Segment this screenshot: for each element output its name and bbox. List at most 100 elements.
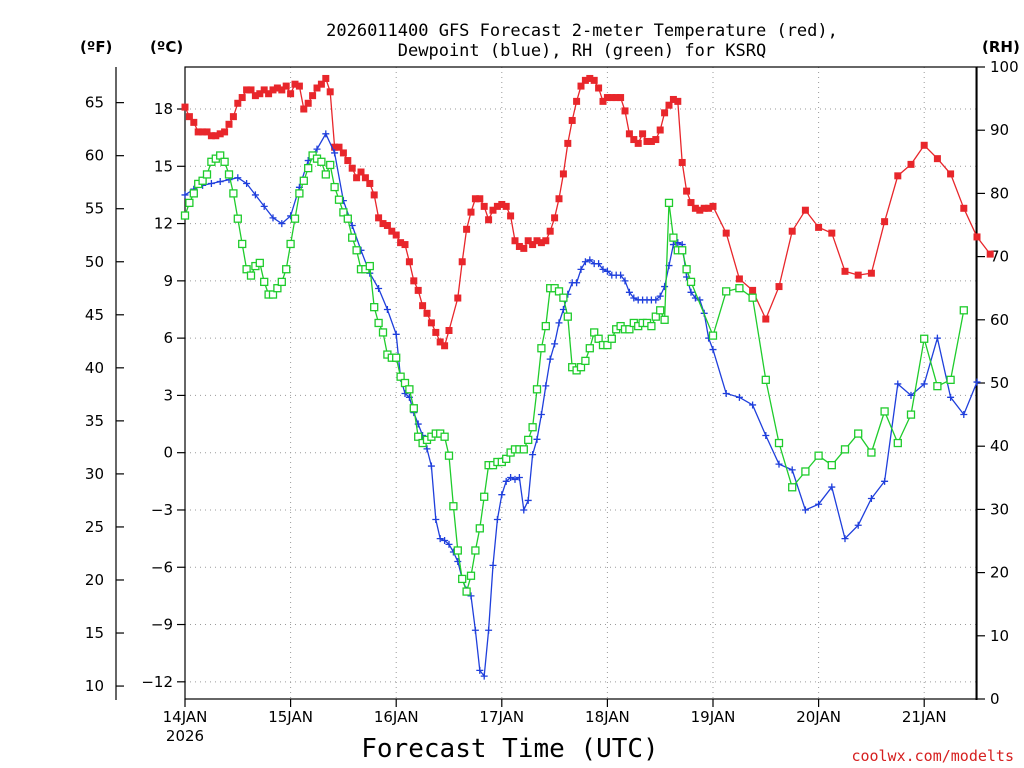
rh-point	[664, 198, 674, 208]
dewpoint-c-point	[907, 391, 915, 399]
rh-point	[840, 445, 850, 454]
temperature-c-point	[705, 204, 713, 212]
rh-point	[334, 195, 344, 204]
x-tick-label: 15JAN	[268, 708, 313, 726]
dewpoint-c-point	[542, 382, 550, 390]
temperature-c-point	[454, 294, 462, 302]
rh-point	[788, 483, 797, 492]
temperature-c-point	[335, 143, 343, 151]
rh-point	[686, 277, 696, 287]
rh-point	[906, 410, 916, 419]
temperature-c-point	[348, 164, 356, 172]
rh-point	[224, 170, 234, 179]
dewpoint-c-point	[436, 535, 444, 543]
rh-point	[286, 239, 295, 249]
temperature-c-point	[564, 139, 572, 147]
celsius-tick-label: 0	[163, 444, 173, 462]
temperature-c-point	[920, 141, 928, 149]
temperature-c-point	[735, 275, 743, 283]
celsius-tick-label: 15	[154, 157, 173, 175]
temperature-c-point	[229, 113, 237, 121]
rh-point	[321, 170, 330, 179]
rh-point	[304, 163, 313, 173]
x-tick-label: 17JAN	[479, 708, 524, 726]
rh-series	[180, 151, 968, 596]
rh-point	[748, 293, 757, 302]
rh-tick-label: 60	[990, 311, 1009, 329]
dewpoint-c-point	[432, 516, 440, 524]
rh-tick-label: 10	[990, 627, 1009, 645]
temperature-c-point	[933, 155, 941, 163]
celsius-tick-label: −12	[141, 673, 173, 691]
rh-tick-label: 90	[990, 121, 1009, 139]
temperature-c-point	[256, 90, 264, 98]
temperature-c-point	[661, 109, 669, 117]
temperature-c-point	[331, 143, 339, 151]
dewpoint-c-point	[617, 271, 625, 279]
rh-point	[651, 312, 660, 321]
temperature-c-point	[361, 174, 369, 182]
rh-point	[541, 321, 550, 331]
rh-point	[682, 265, 691, 274]
rh-point	[959, 306, 968, 315]
dewpoint-c-point	[722, 390, 730, 398]
rh-tick-label: 70	[990, 248, 1009, 266]
temperature-c-point	[828, 229, 836, 237]
dewpoint-c-point	[181, 191, 189, 199]
dewpoint-c-point	[520, 506, 528, 514]
rh-point	[378, 328, 388, 337]
temperature-c-point	[568, 116, 576, 124]
rh-point	[647, 321, 656, 331]
fahrenheit-tick-label: 50	[85, 253, 104, 271]
temperature-c-point	[691, 204, 699, 212]
celsius-unit-label: (ºC)	[150, 38, 183, 56]
temperature-c-point	[608, 94, 616, 102]
dewpoint-c-point	[947, 393, 955, 401]
temperature-c-point	[498, 200, 506, 208]
rh-point	[774, 438, 784, 448]
rh-point	[528, 423, 537, 432]
temperature-c-point	[295, 82, 303, 90]
rh-point	[326, 160, 335, 170]
temperature-c-point	[647, 137, 655, 145]
temperature-c-point	[317, 80, 325, 88]
dewpoint-c-point	[661, 283, 669, 291]
dewpoint-c-point	[551, 340, 559, 348]
rh-point	[405, 385, 414, 394]
dewpoint-c-point	[533, 435, 541, 443]
temperature-c-point	[203, 128, 211, 136]
temperature-c-point	[410, 277, 418, 285]
temperature-c-point	[458, 258, 466, 266]
dewpoint-c-point	[423, 445, 431, 453]
temperature-c-point	[586, 74, 594, 82]
rh-point	[761, 375, 770, 384]
temperature-c-point	[238, 94, 246, 102]
temperature-c-point	[185, 113, 193, 121]
temperature-c-point	[643, 137, 651, 145]
dewpoint-c-point	[652, 296, 660, 304]
temperature-c-point	[300, 105, 308, 113]
dewpoint-c-point	[322, 130, 330, 138]
temperature-c-point	[282, 82, 290, 90]
temperature-c-point	[537, 239, 545, 247]
temperature-c-point	[621, 107, 629, 115]
dewpoint-c-point	[207, 179, 215, 187]
rh-point	[299, 176, 308, 185]
fahrenheit-tick-label: 60	[85, 147, 104, 165]
temperature-c-point	[542, 237, 550, 245]
grid-lines	[185, 67, 977, 699]
temperature-c-point	[476, 195, 484, 203]
temperature-c-point	[507, 212, 515, 220]
temperature-c-point	[423, 309, 431, 317]
temperature-c-point	[656, 126, 664, 134]
temperature-c-point	[392, 231, 400, 239]
temperature-c-point	[375, 214, 383, 222]
fahrenheit-unit-label: (ºF)	[80, 38, 112, 56]
temperature-c-point	[515, 242, 523, 250]
temperature-c-point	[304, 99, 312, 107]
rh-point	[581, 356, 590, 366]
rh-point	[343, 214, 352, 223]
dewpoint-c-point	[251, 191, 259, 199]
